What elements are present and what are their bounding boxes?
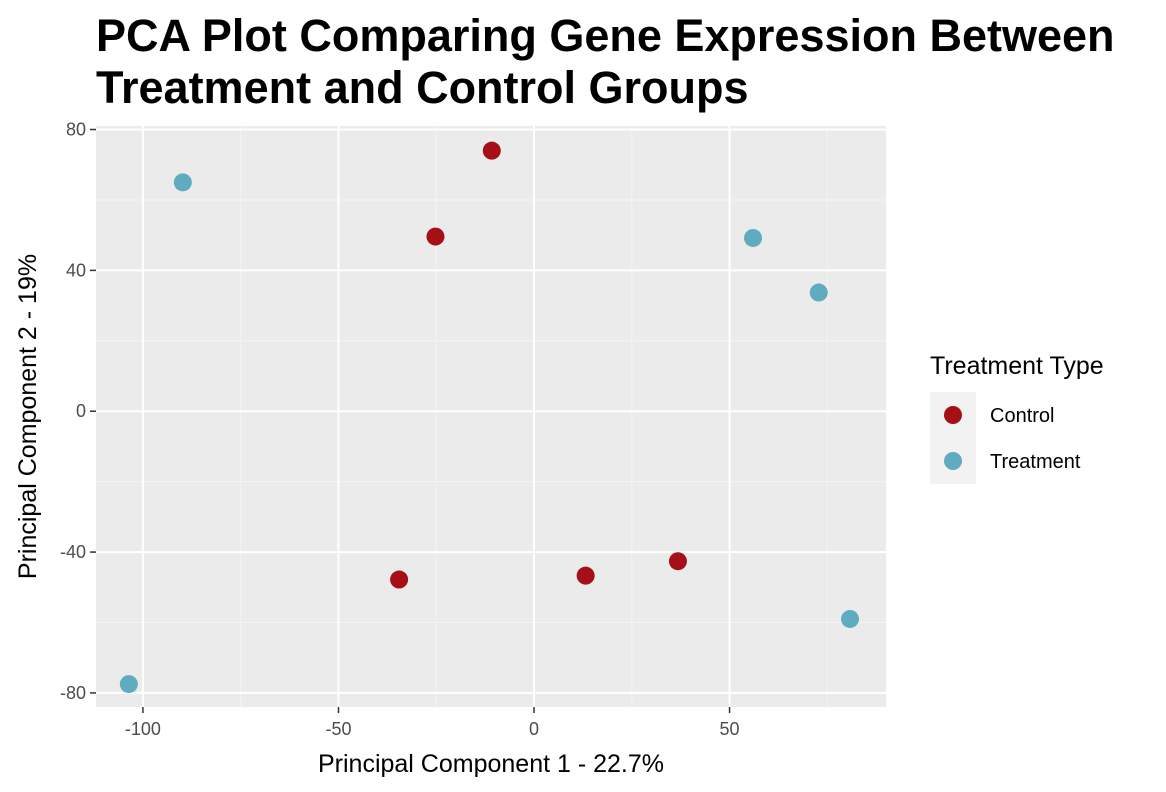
x-tick-label: 0 [529, 719, 539, 739]
y-axis-title: Principal Component 2 - 19% [14, 254, 42, 579]
chart-title: PCA Plot Comparing Gene Expression Betwe… [96, 10, 1115, 113]
treatment-point [744, 228, 763, 247]
data-points [119, 141, 860, 694]
control-point [426, 227, 445, 246]
legend-label-treatment: Treatment [990, 451, 1081, 473]
legend: Treatment Type Control Treatment [930, 352, 1104, 484]
y-tick-label: 0 [76, 401, 86, 421]
y-tick-label: 80 [66, 120, 86, 140]
x-tick-label: -50 [325, 719, 351, 739]
axis-ticks: -100 -50 0 50 -80 -40 0 40 80 [60, 120, 740, 739]
y-tick-label: -40 [60, 542, 86, 562]
legend-title: Treatment Type [930, 352, 1104, 380]
treatment-point [809, 283, 828, 302]
x-tick-label: 50 [720, 719, 740, 739]
treatment-point [119, 675, 138, 694]
plot-panel [96, 126, 886, 707]
legend-key-background [930, 392, 976, 484]
panel-background [96, 126, 886, 707]
control-point [482, 141, 501, 160]
control-point [668, 552, 687, 571]
control-point [576, 566, 595, 585]
y-tick-label: -80 [60, 683, 86, 703]
legend-key-control [944, 406, 962, 424]
treatment-point [173, 173, 192, 192]
treatment-point [841, 609, 860, 628]
x-axis-title: Principal Component 1 - 22.7% [318, 750, 664, 778]
legend-key-treatment [944, 452, 962, 470]
grid-lines [96, 126, 886, 707]
legend-label-control: Control [990, 405, 1054, 427]
control-point [390, 570, 409, 589]
y-tick-label: 40 [66, 260, 86, 280]
x-tick-label: -100 [125, 719, 161, 739]
